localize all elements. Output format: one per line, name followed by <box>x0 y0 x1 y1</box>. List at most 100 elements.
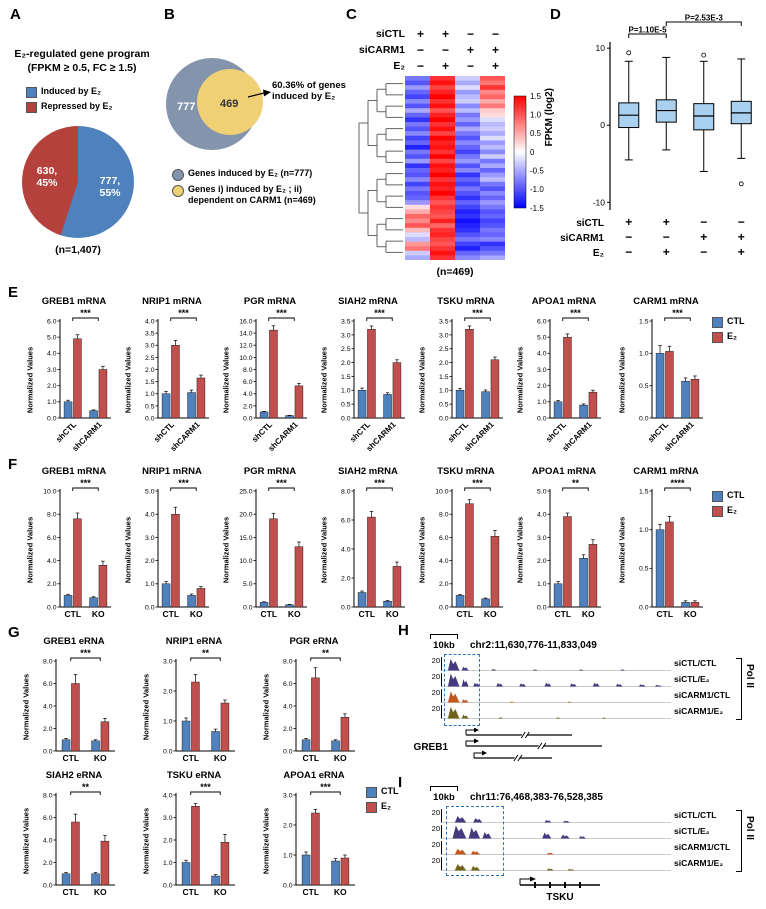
svg-text:3.0: 3.0 <box>163 815 173 822</box>
svg-text:0.0: 0.0 <box>163 882 173 889</box>
chart-title: GREB1 mRNA <box>41 466 107 477</box>
panel-label-h: H <box>398 622 409 639</box>
svg-text:2.0: 2.0 <box>341 575 351 582</box>
legend-item: Genes i) induced by E₂ ; ii) dependent o… <box>172 184 340 206</box>
svg-text:KO: KO <box>288 609 301 619</box>
dendrogram-svg <box>358 83 403 253</box>
svg-text:2.0: 2.0 <box>537 383 547 390</box>
svg-text:-1.0: -1.0 <box>530 185 544 194</box>
y-axis-label: Normalized Values <box>417 346 426 414</box>
svg-text:3.0: 3.0 <box>439 332 449 339</box>
y-axis-label: Normalized Values <box>319 516 328 584</box>
panel-label-f: F <box>8 456 18 473</box>
svg-text:8.0: 8.0 <box>243 367 253 374</box>
track-name: siCARM1/CTL <box>674 690 731 700</box>
svg-text:1.5: 1.5 <box>639 488 649 495</box>
svg-text:2.5: 2.5 <box>341 346 351 353</box>
chart-title: CARM1 mRNA <box>633 466 699 477</box>
svg-text:***: *** <box>570 308 581 318</box>
svg-text:CTL: CTL <box>358 609 375 619</box>
svg-text:***: *** <box>472 478 483 488</box>
bar-chart-svg: 0.0 1.0 2.0 3.0 4.0 5.0 CTL KO ** <box>537 478 601 619</box>
svg-text:−: − <box>625 230 632 244</box>
gene-model-greb1 <box>452 727 682 769</box>
scale-label: 10kb <box>433 640 455 651</box>
svg-text:KO: KO <box>484 609 497 619</box>
svg-text:siCTL: siCTL <box>576 218 604 229</box>
svg-text:**: ** <box>572 478 580 488</box>
condition-symbol: − <box>491 27 499 41</box>
svg-text:0.0: 0.0 <box>47 604 57 611</box>
svg-text:6.0: 6.0 <box>47 535 57 542</box>
legend-label: Repressed by E₂ <box>41 101 113 111</box>
svg-text:8.0: 8.0 <box>283 658 293 665</box>
svg-text:CTL: CTL <box>182 887 199 897</box>
svg-text:14.0: 14.0 <box>239 331 252 338</box>
svg-text:CTL: CTL <box>182 753 199 763</box>
legend-label: Induced by E₂ <box>41 86 102 96</box>
legend-swatch <box>26 87 37 98</box>
chart-title: CARM1 mRNA <box>633 296 699 307</box>
svg-text:4.0: 4.0 <box>537 351 547 358</box>
chart-tsku-erna: TSKU eRNA Normalized Values 0.0 1.0 2.0 3.0 4.… <box>140 770 237 900</box>
condition-symbol: − <box>466 27 474 41</box>
svg-text:0.5: 0.5 <box>639 383 649 390</box>
condition-symbol: − <box>441 43 449 57</box>
track-name: siCTL/E₂ <box>674 826 710 836</box>
chart-greb1-mrna-sh: GREB1 mRNA Normalized Values 0.0 1.0 2.0 3.0 4… <box>24 296 113 452</box>
svg-text:E₂: E₂ <box>593 248 604 259</box>
svg-text:KO: KO <box>214 753 227 763</box>
svg-text:4.0: 4.0 <box>47 558 57 565</box>
panel-label-a: A <box>10 6 21 23</box>
condition-symbol: + <box>491 43 499 57</box>
svg-text:CTL: CTL <box>554 609 571 619</box>
condition-symbol: + <box>441 27 449 41</box>
svg-text:777: 777 <box>177 101 195 113</box>
box-plot: 10 0 -10 P=1.10E-5 P=2.53E-3 siCTL + + − − siCARM1… <box>558 14 764 269</box>
panel-label-e: E <box>8 284 19 301</box>
chart-carm1-mrna-sh: CARM1 mRNA Normalized Values 0.0 0.5 1.0 1.5 s… <box>616 296 705 452</box>
condition-row: siCARM1− − + + <box>353 42 508 58</box>
svg-text:shCTL: shCTL <box>348 420 372 444</box>
panelE-legend: CTL E₂ <box>712 316 745 346</box>
svg-text:KO: KO <box>334 753 347 763</box>
bar-chart-svg: 0.0 2.0 4.0 6.0 8.0 CTL KO *** <box>341 478 405 619</box>
svg-text:3.0: 3.0 <box>537 367 547 374</box>
chart-pgr-mrna-ko: PGR mRNA Normalized Values 0.0 5.0 10.0 15.0 2… <box>220 466 309 622</box>
bar-chart-svg: 0.0 2.0 4.0 6.0 8.0 CTL KO ** <box>283 648 355 763</box>
svg-text:KO: KO <box>386 609 399 619</box>
track-scale-value: 20 <box>431 672 440 681</box>
panel-label-b: B <box>164 6 175 23</box>
svg-text:***: *** <box>276 478 287 488</box>
svg-text:***: *** <box>672 308 683 318</box>
svg-text:shCTL: shCTL <box>446 420 470 444</box>
svg-text:0.0: 0.0 <box>341 604 351 611</box>
condition-symbol: + <box>491 59 499 73</box>
bar-chart-svg: 0.02.04.06.08.010.012.014.016.0shCTLshCA… <box>239 308 307 452</box>
y-axis-label: Normalized Values <box>617 516 626 584</box>
svg-text:0.0: 0.0 <box>537 415 547 422</box>
legend-label: Genes i) induced by E₂ ; ii) dependent o… <box>188 184 316 205</box>
legend-swatch <box>366 802 377 813</box>
panelB-legend: Genes induced by E₂ (n=777) Genes i) indu… <box>172 168 340 209</box>
svg-text:0.5: 0.5 <box>439 402 449 409</box>
svg-text:CTL: CTL <box>302 887 319 897</box>
svg-text:***: *** <box>374 478 385 488</box>
svg-text:1.0: 1.0 <box>530 110 542 119</box>
svg-text:0.5: 0.5 <box>341 402 351 409</box>
svg-text:0: 0 <box>530 148 535 157</box>
svg-text:6.0: 6.0 <box>537 318 547 325</box>
svg-text:2.0: 2.0 <box>163 688 173 695</box>
track-name: siCARM1/E₂ <box>674 706 724 716</box>
svg-text:8.0: 8.0 <box>43 658 53 665</box>
venn-svg: 777 469 <box>166 58 263 150</box>
svg-text:−: − <box>663 230 670 244</box>
signal-track: 20 siCARM1/CTL <box>426 840 730 856</box>
svg-text:1.0: 1.0 <box>47 399 57 406</box>
panelA-legend: Induced by E₂ Repressed by E₂ <box>26 86 113 116</box>
y-axis-label: Normalized Values <box>221 346 230 414</box>
venn-diagram: 777 469 <box>164 52 276 161</box>
